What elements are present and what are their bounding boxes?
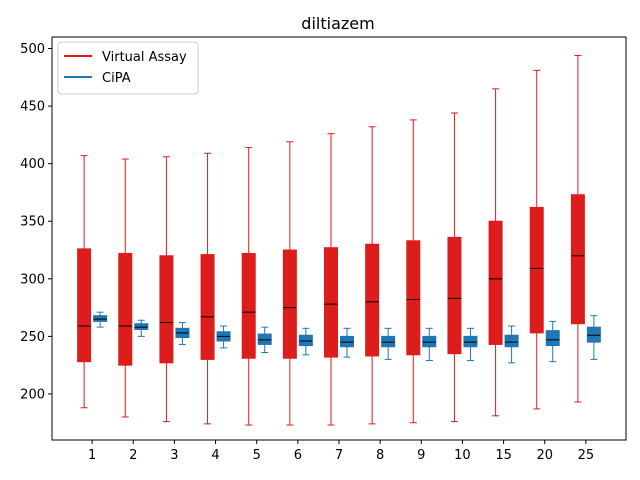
y-tick-label: 350 — [20, 215, 45, 230]
iqr-box — [159, 255, 174, 364]
x-tick-label: 2 — [129, 448, 137, 463]
legend-label-virtual-assay: Virtual Assay — [102, 50, 187, 65]
x-tick-label: 10 — [454, 448, 471, 463]
iqr-box — [406, 240, 421, 356]
x-tick-label: 8 — [376, 448, 384, 463]
iqr-box — [77, 248, 92, 363]
iqr-box — [529, 206, 544, 334]
iqr-box — [365, 243, 380, 357]
y-tick-label: 200 — [20, 387, 45, 402]
iqr-box — [545, 330, 560, 347]
iqr-box — [570, 194, 585, 325]
legend-frame — [57, 41, 199, 95]
y-tick-label: 450 — [20, 100, 45, 115]
iqr-box — [447, 236, 462, 355]
iqr-box — [134, 323, 149, 330]
box-cipa-1 — [93, 311, 108, 328]
box-cipa-15 — [504, 325, 519, 364]
box-cipa-25 — [586, 315, 601, 360]
box-virtual-assay-6 — [282, 141, 297, 426]
box-cipa-2 — [134, 319, 149, 337]
iqr-box — [282, 249, 297, 359]
iqr-box — [488, 220, 503, 345]
iqr-box — [381, 335, 396, 348]
iqr-box — [324, 247, 338, 358]
x-tick-label: 9 — [417, 448, 425, 463]
box-cipa-20 — [545, 320, 560, 363]
iqr-box — [504, 334, 519, 348]
box-virtual-assay-5 — [241, 147, 256, 426]
iqr-box — [118, 252, 133, 366]
iqr-box — [422, 335, 437, 348]
y-tick-label: 250 — [20, 330, 45, 345]
legend-label-cipa: CiPA — [102, 71, 131, 86]
box-virtual-assay-20 — [529, 69, 544, 410]
box-virtual-assay-9 — [406, 119, 421, 424]
iqr-box — [241, 252, 256, 359]
box-cipa-9 — [422, 327, 437, 362]
box-cipa-7 — [340, 327, 354, 358]
y-tick-label: 300 — [20, 272, 45, 287]
iqr-box — [298, 334, 313, 347]
y-tick-label: 400 — [20, 157, 45, 172]
x-tick-label: 6 — [294, 448, 302, 463]
box-cipa-6 — [298, 327, 313, 356]
box-cipa-5 — [257, 326, 272, 353]
x-tick-label: 20 — [536, 448, 553, 463]
iqr-box — [200, 254, 215, 360]
box-virtual-assay-1 — [77, 155, 92, 409]
x-tick-label: 3 — [170, 448, 178, 463]
box-cipa-3 — [175, 322, 190, 345]
x-tick-label: 15 — [495, 448, 512, 463]
box-cipa-8 — [381, 327, 396, 360]
box-virtual-assay-3 — [159, 156, 174, 423]
box-virtual-assay-2 — [118, 158, 133, 418]
box-cipa-10 — [463, 327, 478, 362]
iqr-box — [463, 335, 478, 348]
iqr-box — [586, 326, 601, 343]
box-cipa-4 — [216, 325, 231, 349]
box-virtual-assay-7 — [324, 133, 338, 426]
x-tick-label: 5 — [253, 448, 261, 463]
x-tick-label: 25 — [578, 448, 595, 463]
x-tick-label: 7 — [335, 448, 343, 463]
iqr-box — [93, 315, 108, 322]
iqr-box — [257, 333, 272, 345]
axes-frame — [51, 36, 627, 441]
y-tick-label: 500 — [20, 42, 45, 57]
box-virtual-assay-25 — [570, 54, 585, 403]
x-tick-label: 1 — [88, 448, 96, 463]
box-virtual-assay-10 — [447, 112, 462, 423]
box-virtual-assay-4 — [200, 152, 215, 425]
iqr-box — [340, 335, 354, 348]
box-virtual-assay-15 — [488, 88, 503, 417]
plot-area: 200 250 300 350 400 450 500 1 2 3 4 5 6 7 8 9 10 15 20 25 — [20, 36, 627, 463]
box-virtual-assay-8 — [365, 126, 380, 425]
legend: Virtual Assay CiPA — [57, 41, 199, 95]
chart-title: diltiazem — [301, 14, 374, 33]
x-tick-label: 4 — [211, 448, 219, 463]
